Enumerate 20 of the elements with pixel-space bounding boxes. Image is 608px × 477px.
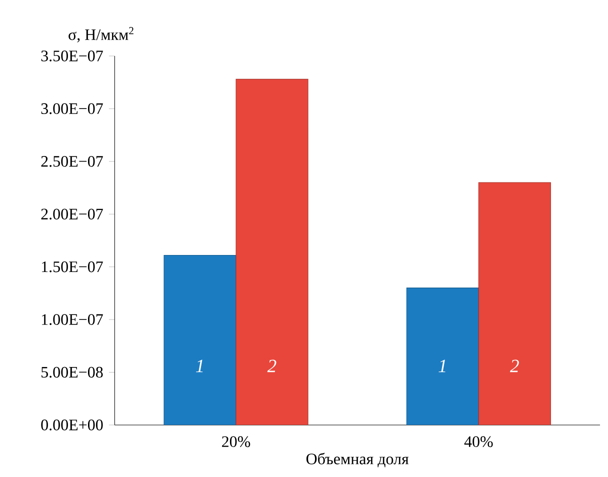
y-tick-label: 2.00E−07 [41, 208, 103, 220]
y-tick-label: 1.00E−07 [42, 314, 103, 325]
y-axis-title: σ, Н/мкм$^{2}$ [68, 27, 134, 42]
y-tick-label: 5.00E−08 [42, 366, 103, 378]
x-tick-label: 20% [222, 436, 250, 448]
bar [164, 254, 236, 425]
y-tick-label: 0.00E+00 [41, 420, 103, 430]
bar [478, 182, 551, 425]
y-tick-label: 2.50E−07 [41, 156, 103, 167]
x-axis-title: Объемная доля [306, 452, 409, 468]
text: 1 [196, 360, 203, 372]
bar [406, 288, 479, 425]
series-label: 2 [267, 360, 276, 372]
series-label: 1 [438, 360, 446, 372]
y-tick-label: 1.50E−07 [42, 261, 103, 272]
x-tick-label: 40% [464, 436, 493, 448]
text: 2 [510, 360, 519, 372]
y-tick-label: 3.50E−07 [41, 50, 103, 62]
bar [236, 78, 308, 425]
y-tick-label: 3.00E−07 [41, 103, 103, 114]
